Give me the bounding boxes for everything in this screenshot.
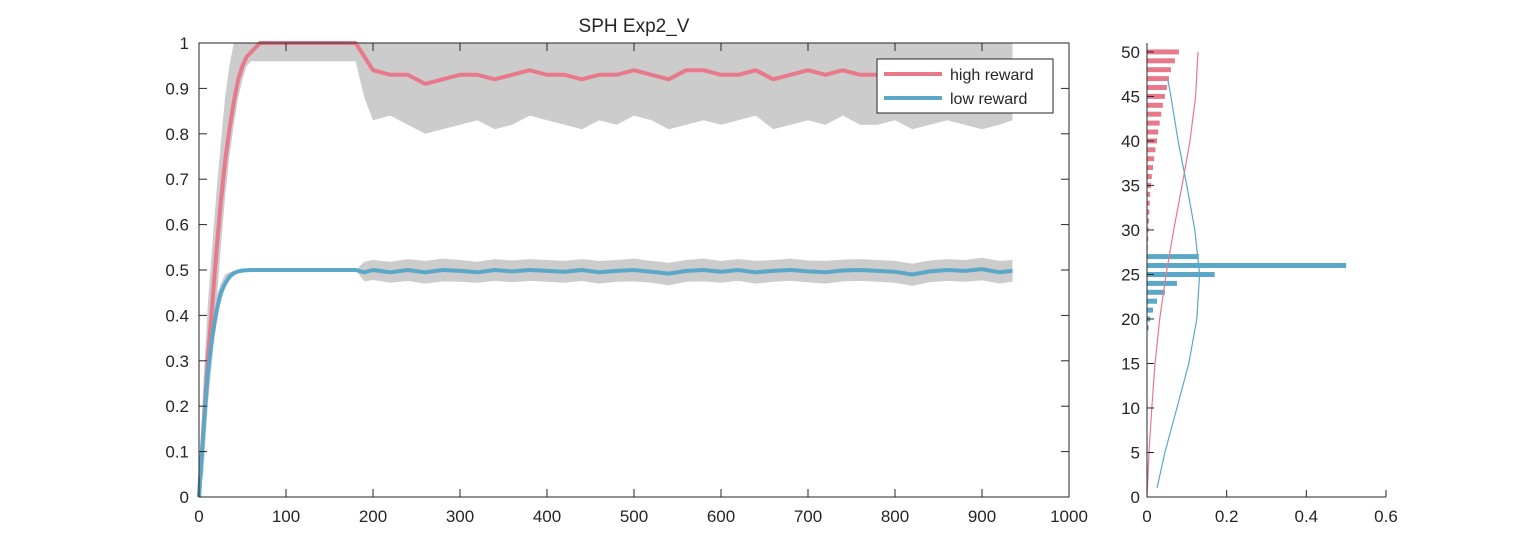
x-tick-label: 300 (446, 507, 474, 526)
histogram-bar (1147, 67, 1171, 73)
side-y-tick-label: 10 (1121, 399, 1140, 418)
x-tick-label: 600 (707, 507, 735, 526)
x-tick-label: 200 (359, 507, 387, 526)
x-tick-label: 0 (194, 507, 203, 526)
histogram-bar (1147, 236, 1149, 242)
side-axis-ticks: 0 0.2 0.4 0.6 0 5 10 15 20 25 30 35 40 45 50 (1121, 43, 1398, 526)
histogram-bar (1147, 156, 1155, 162)
histogram-bar (1147, 49, 1179, 55)
histogram-bar (1147, 280, 1177, 286)
band-low-reward (199, 257, 1013, 497)
histogram-bar (1147, 209, 1150, 215)
legend-box (876, 58, 1054, 114)
side-y-tick-label: 20 (1121, 310, 1140, 329)
y-tick-label: 0.8 (165, 125, 189, 144)
x-tick-label: 800 (881, 507, 909, 526)
histogram-bar (1147, 263, 1347, 268)
density-curves (1146, 51, 1201, 498)
y-tick-label: 0.2 (165, 397, 189, 416)
histogram-bar (1147, 298, 1157, 304)
legend-label-high-reward: high reward (950, 67, 1034, 84)
series-lines (197, 41, 1013, 498)
histogram-bar (1147, 76, 1169, 82)
histogram-bar (1147, 165, 1153, 171)
side-x-tick-label: 0 (1142, 507, 1151, 526)
y-tick-label: 0 (180, 488, 189, 507)
legend: high reward low reward (876, 58, 1054, 114)
side-y-tick-label: 15 (1121, 354, 1140, 373)
histogram-bar (1147, 58, 1175, 64)
series-line-high-reward (197, 41, 1013, 498)
x-tick-label: 900 (968, 507, 996, 526)
histogram-bar (1147, 93, 1165, 99)
side-y-tick-label: 40 (1121, 132, 1140, 151)
y-tick-label: 0.1 (165, 443, 189, 462)
histogram-bar (1147, 85, 1167, 90)
y-tick-label: 0.7 (165, 170, 189, 189)
y-tick-label: 0.4 (165, 306, 189, 325)
side-y-tick-label: 45 (1121, 87, 1140, 106)
x-tick-label: 700 (794, 507, 822, 526)
density-curve (1156, 78, 1201, 489)
histogram-bar (1147, 129, 1159, 135)
side-y-tick-label: 5 (1131, 443, 1140, 462)
series-line-low-reward (197, 267, 1013, 498)
legend-label-low-reward: low reward (950, 91, 1027, 108)
x-tick-label: 500 (620, 507, 648, 526)
histogram-bar (1147, 218, 1149, 224)
histogram-bar (1147, 200, 1150, 206)
histogram-bar (1147, 102, 1163, 108)
histogram-bar (1147, 147, 1156, 153)
chart-title: SPH Exp2_V (579, 16, 690, 37)
histogram-bar (1147, 174, 1152, 179)
x-tick-label: 1000 (1050, 507, 1088, 526)
side-y-tick-label: 30 (1121, 221, 1140, 240)
side-x-tick-label: 0.6 (1374, 507, 1398, 526)
histogram-bar (1147, 325, 1149, 331)
side-y-tick-label: 50 (1121, 43, 1140, 62)
histogram-bar (1147, 254, 1199, 260)
y-tick-label: 0.9 (165, 79, 189, 98)
density-curve (1146, 51, 1199, 498)
main-axis-ticks: 0 100 200 300 400 500 600 700 800 900 1000 0 0.1 0.2 0… (165, 34, 1088, 526)
main-line-chart: SPH Exp2_V 0 100 200 300 400 500 600 700 800 900 1… (165, 16, 1088, 526)
side-y-tick-label: 35 (1121, 176, 1140, 195)
histogram-bar (1147, 307, 1153, 313)
x-tick-label: 400 (533, 507, 561, 526)
side-x-tick-label: 0.2 (1215, 507, 1239, 526)
side-y-tick-label: 0 (1131, 488, 1140, 507)
side-axes (1146, 43, 1386, 498)
y-tick-label: 0.6 (165, 216, 189, 235)
side-y-tick-label: 25 (1121, 265, 1140, 284)
histogram-bar (1147, 289, 1165, 295)
histogram-bar (1147, 120, 1160, 126)
histogram-bar (1147, 272, 1215, 277)
histogram-bars (1147, 49, 1347, 331)
side-x-tick-label: 0.4 (1295, 507, 1319, 526)
side-histogram: 0 0.2 0.4 0.6 0 5 10 15 20 25 30 35 40 45 50 (1121, 43, 1398, 526)
y-tick-label: 0.3 (165, 352, 189, 371)
y-tick-label: 1 (180, 34, 189, 53)
histogram-bar (1147, 191, 1151, 197)
histogram-bar (1147, 111, 1162, 117)
y-tick-label: 0.5 (165, 261, 189, 280)
x-tick-label: 100 (272, 507, 300, 526)
